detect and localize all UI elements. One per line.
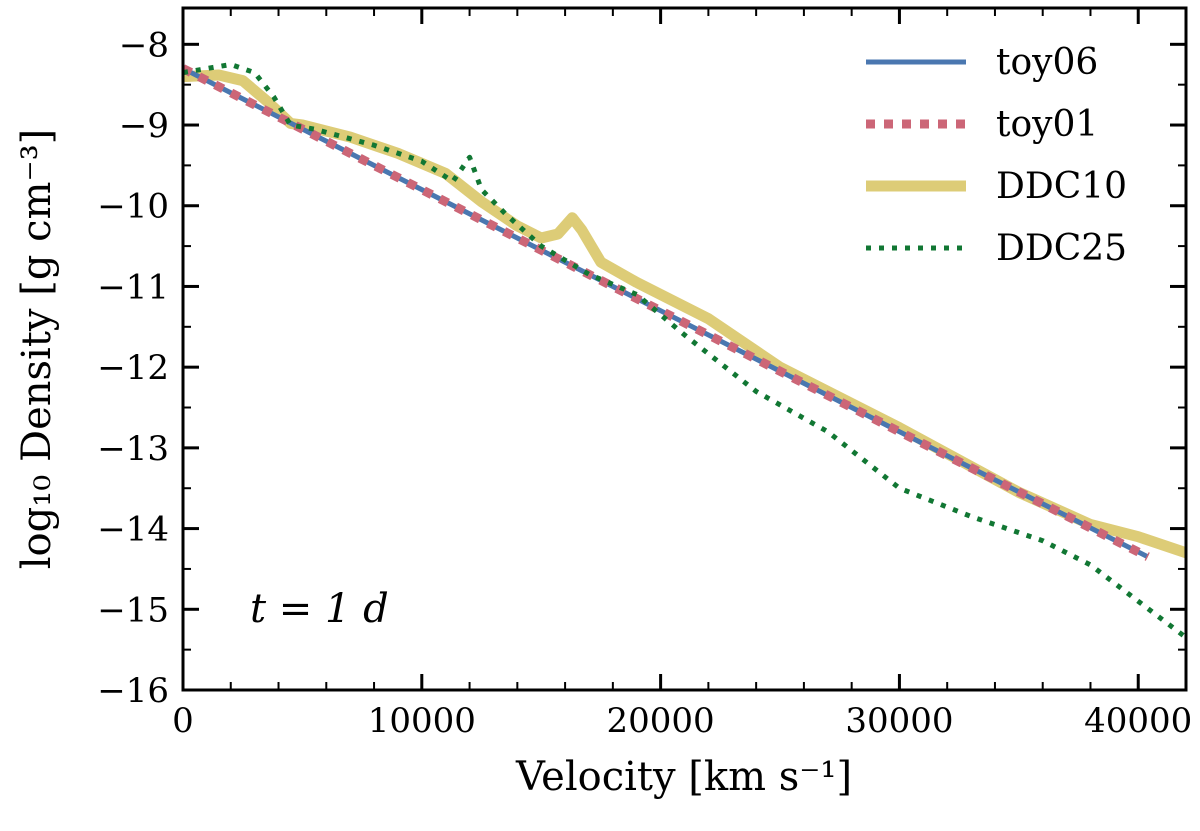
legend-label-ddc10: DDC10	[996, 166, 1127, 207]
annotation-time: t = 1 d	[250, 586, 389, 632]
x-tick-label: 10000	[368, 701, 476, 741]
axes-frame	[181, 6, 1188, 692]
legend-label-ddc25: DDC25	[996, 228, 1127, 269]
y-tick-label: −10	[97, 187, 169, 227]
legend-label-toy06: toy06	[996, 42, 1098, 83]
y-tick-label: −9	[119, 106, 169, 146]
x-tick-label: 0	[172, 701, 194, 741]
y-tick-label: −12	[97, 348, 169, 388]
x-tick-label: 30000	[845, 701, 953, 741]
series-line-ddc25	[183, 62, 1186, 640]
y-tick-label: −11	[97, 267, 169, 307]
x-axis-label: Velocity [km s⁻¹]	[515, 754, 852, 800]
x-tick-label: 40000	[1084, 701, 1192, 741]
y-tick-label: −13	[97, 429, 169, 469]
y-tick-label: −16	[97, 671, 169, 711]
series-line-toy06	[183, 66, 1149, 560]
plot-area	[183, 62, 1186, 640]
y-axis-label: log₁₀ Density [g cm⁻³]	[14, 129, 60, 570]
legend: toy06 toy01 DDC10 DDC25	[866, 42, 1127, 269]
y-tick-label: −8	[119, 25, 169, 65]
y-tick-label: −15	[97, 590, 169, 630]
x-tick-label: 20000	[607, 701, 715, 741]
y-tick-label: −14	[97, 510, 169, 550]
axes: 0 10000 20000 30000 40000 −16 −15 −14 −13 −12 −11 −…	[97, 6, 1192, 741]
legend-label-toy01: toy01	[996, 104, 1098, 145]
